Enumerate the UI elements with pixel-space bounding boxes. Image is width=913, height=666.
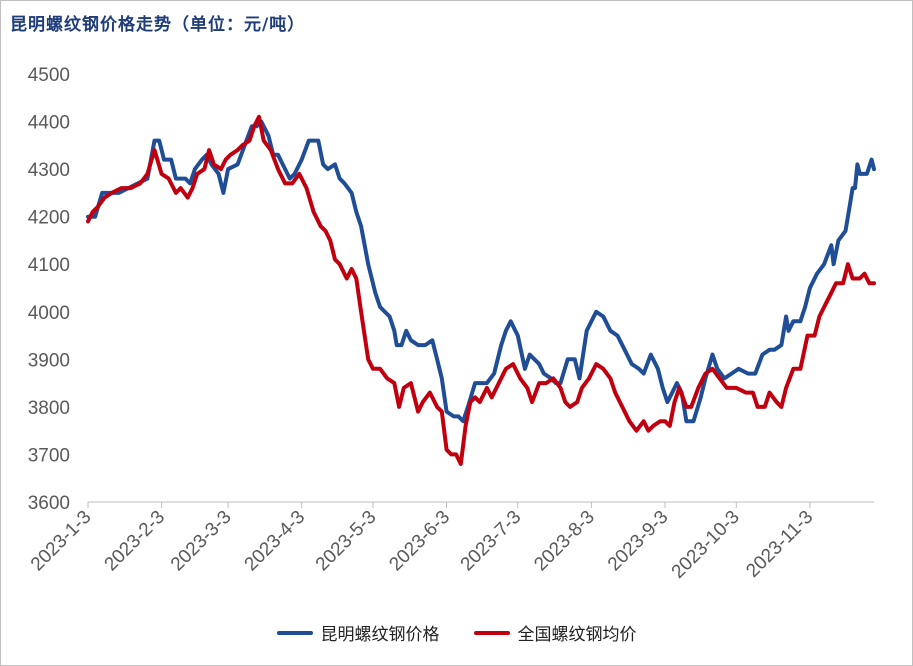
x-tick-label: 2023-6-3 [385, 507, 454, 576]
y-tick-label: 4100 [28, 255, 70, 276]
legend: 昆明螺纹钢价格 全国螺纹钢均价 [0, 620, 913, 645]
x-tick-label: 2023-9-3 [604, 507, 673, 576]
series-line-kunming [86, 119, 876, 424]
legend-swatch-kunming [276, 630, 313, 635]
series-layer [86, 114, 876, 466]
x-tick-label: 2023-11-3 [742, 507, 817, 582]
legend-item-national: 全国螺纹钢均价 [473, 620, 637, 645]
x-tick-label: 2023-3-3 [167, 507, 236, 576]
y-axis: 3600 3700 3800 3900 4000 4100 4200 4300 4400 4500 [28, 65, 70, 514]
y-tick-label: 4400 [28, 113, 70, 134]
chart-title: 昆明螺纹钢价格走势（单位：元/吨） [10, 15, 306, 35]
x-tick-label: 2023-4-3 [241, 507, 310, 576]
y-tick-label: 3800 [28, 398, 70, 419]
y-tick-label: 4500 [28, 65, 70, 86]
legend-item-kunming: 昆明螺纹钢价格 [276, 620, 440, 645]
y-tick-label: 3700 [28, 445, 70, 466]
y-tick-label: 3900 [28, 350, 70, 371]
legend-label-national: 全国螺纹钢均价 [517, 625, 637, 645]
y-tick-label: 3600 [28, 493, 70, 514]
legend-label-kunming: 昆明螺纹钢价格 [320, 625, 440, 645]
y-tick-label: 4300 [28, 160, 70, 181]
legend-swatch-national [473, 630, 510, 635]
x-tick-label: 2023-5-3 [312, 507, 381, 576]
x-tick-label: 2023-1-3 [27, 507, 96, 576]
series-line-national [86, 114, 876, 466]
x-tick-label: 2023-10-3 [668, 507, 744, 583]
y-tick-label: 4000 [28, 303, 70, 324]
x-tick-label: 2023-2-3 [101, 507, 170, 576]
x-tick-label: 2023-8-3 [530, 507, 599, 576]
y-tick-label: 4200 [28, 208, 70, 229]
x-tick-label: 2023-7-3 [457, 507, 526, 576]
